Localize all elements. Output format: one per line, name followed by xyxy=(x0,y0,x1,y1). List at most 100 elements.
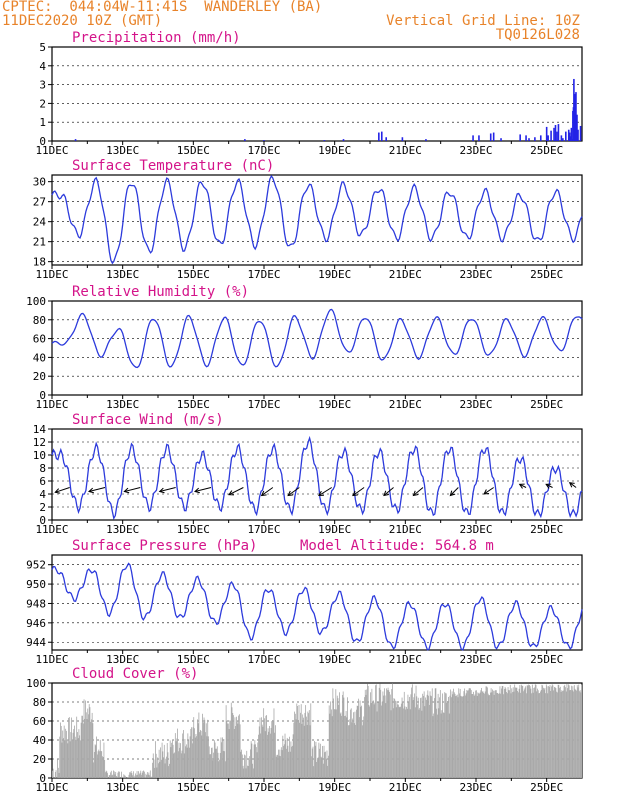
cloud-bar xyxy=(106,771,108,778)
cloud-bar xyxy=(422,693,424,778)
cloud-bar xyxy=(389,694,391,778)
cloud-bar xyxy=(404,706,406,778)
cloud-bar xyxy=(506,693,508,778)
cloud-bar xyxy=(171,739,173,778)
cloud-bar xyxy=(169,740,171,778)
cloud-bar xyxy=(134,775,136,778)
panel-title: Cloud Cover (%) xyxy=(72,666,198,682)
cloud-bar xyxy=(380,689,382,778)
y-tick-label: 80 xyxy=(33,696,46,709)
cloud-bar xyxy=(568,684,569,778)
cloud-bar xyxy=(222,750,224,778)
cloud-bar xyxy=(578,684,580,778)
cloud-bar xyxy=(370,703,372,778)
cloud-bar xyxy=(559,688,560,778)
cloud-bar xyxy=(238,714,240,778)
cloud-bar xyxy=(110,772,111,778)
y-tick-label: 20 xyxy=(33,370,46,383)
station-label: CPTEC: 044:04W-11:41S WANDERLEY (BA) xyxy=(2,0,323,15)
y-tick-label: 10 xyxy=(33,449,46,462)
cloud-bar xyxy=(249,756,251,778)
cloud-bar xyxy=(366,689,368,778)
model-code-label: TQ0126L028 xyxy=(495,27,580,43)
cloud-bar xyxy=(335,689,337,778)
cloud-bar xyxy=(323,745,325,778)
cloud-bar xyxy=(329,713,331,778)
precip-bar xyxy=(74,139,77,141)
cloud-bar xyxy=(150,776,152,778)
cloud-bar xyxy=(520,684,522,778)
cloud-bar xyxy=(522,685,524,778)
cloud-bar xyxy=(336,695,338,778)
cloud-bar xyxy=(135,773,136,778)
cloud-bar xyxy=(163,744,165,778)
cloud-bar xyxy=(72,732,74,778)
cloud-bar xyxy=(243,768,245,778)
y-tick-label: 0 xyxy=(39,389,46,402)
cloud-bar xyxy=(569,690,571,778)
cloud-bar xyxy=(273,708,275,778)
cloud-bar xyxy=(179,747,181,778)
cloud-bar xyxy=(460,695,462,778)
cloud-bar xyxy=(82,723,84,778)
cloud-bar xyxy=(540,689,542,778)
cloud-bar xyxy=(378,702,379,778)
cloud-bar xyxy=(420,698,421,778)
cloud-bar xyxy=(568,685,570,778)
cloud-bar xyxy=(178,742,180,778)
cloud-bar xyxy=(561,690,563,778)
precip-bar xyxy=(342,139,345,141)
cloud-bar xyxy=(473,695,475,778)
wind-arrow xyxy=(483,487,494,495)
cloud-bar xyxy=(74,736,76,778)
cloud-bar xyxy=(235,726,237,778)
y-tick-label: 8 xyxy=(39,462,46,475)
cloud-bar xyxy=(140,770,142,778)
y-tick-label: 24 xyxy=(33,216,47,229)
cloud-bar xyxy=(540,691,541,778)
cloud-bar xyxy=(545,693,546,778)
cloud-bar xyxy=(512,687,514,778)
cloud-bar xyxy=(550,690,552,778)
cloud-bar xyxy=(386,688,387,778)
cloud-bar xyxy=(63,725,65,778)
cloud-bar xyxy=(180,753,182,778)
x-tick-label: 23DEC xyxy=(459,653,492,666)
precip-bar xyxy=(489,133,492,141)
cloud-bar xyxy=(406,708,408,778)
cloud-bar xyxy=(535,684,537,778)
cloud-bar xyxy=(115,771,117,778)
cloud-bar xyxy=(456,694,458,778)
y-tick-label: 5 xyxy=(39,41,46,54)
cloud-bar xyxy=(434,698,435,778)
cloud-bar xyxy=(345,711,347,778)
cloud-bar xyxy=(418,709,420,778)
cloud-bar xyxy=(74,725,75,778)
cloud-bar xyxy=(465,693,467,778)
cloud-bar xyxy=(161,742,163,778)
cloud-bar xyxy=(370,692,371,778)
cloud-bar xyxy=(176,738,178,778)
cloud-bar xyxy=(581,684,583,778)
cloud-bar xyxy=(184,738,186,778)
cloud-bar xyxy=(579,690,581,778)
cloud-bar xyxy=(554,687,556,778)
cloud-bar xyxy=(360,706,362,778)
cloud-bar xyxy=(414,693,415,778)
cloud-bar xyxy=(358,717,360,778)
cloud-bar xyxy=(570,685,572,778)
cloud-bar xyxy=(533,687,535,778)
cloud-bar xyxy=(448,713,450,778)
x-tick-label: 25DEC xyxy=(530,653,563,666)
cloud-bar xyxy=(240,751,242,778)
cloud-bar xyxy=(432,716,434,778)
cloud-bar xyxy=(328,705,330,778)
cloud-bar xyxy=(171,742,173,778)
cloud-bar xyxy=(269,725,270,778)
panel-5: Cloud Cover (%) 0 20 40 60 80 100 11DEC 13DEC 15D… xyxy=(26,666,583,794)
cloud-bar xyxy=(247,765,248,778)
cloud-bar xyxy=(145,773,147,778)
cloud-bar xyxy=(205,732,206,778)
cloud-bar xyxy=(292,734,294,778)
cloud-bar xyxy=(228,729,230,778)
